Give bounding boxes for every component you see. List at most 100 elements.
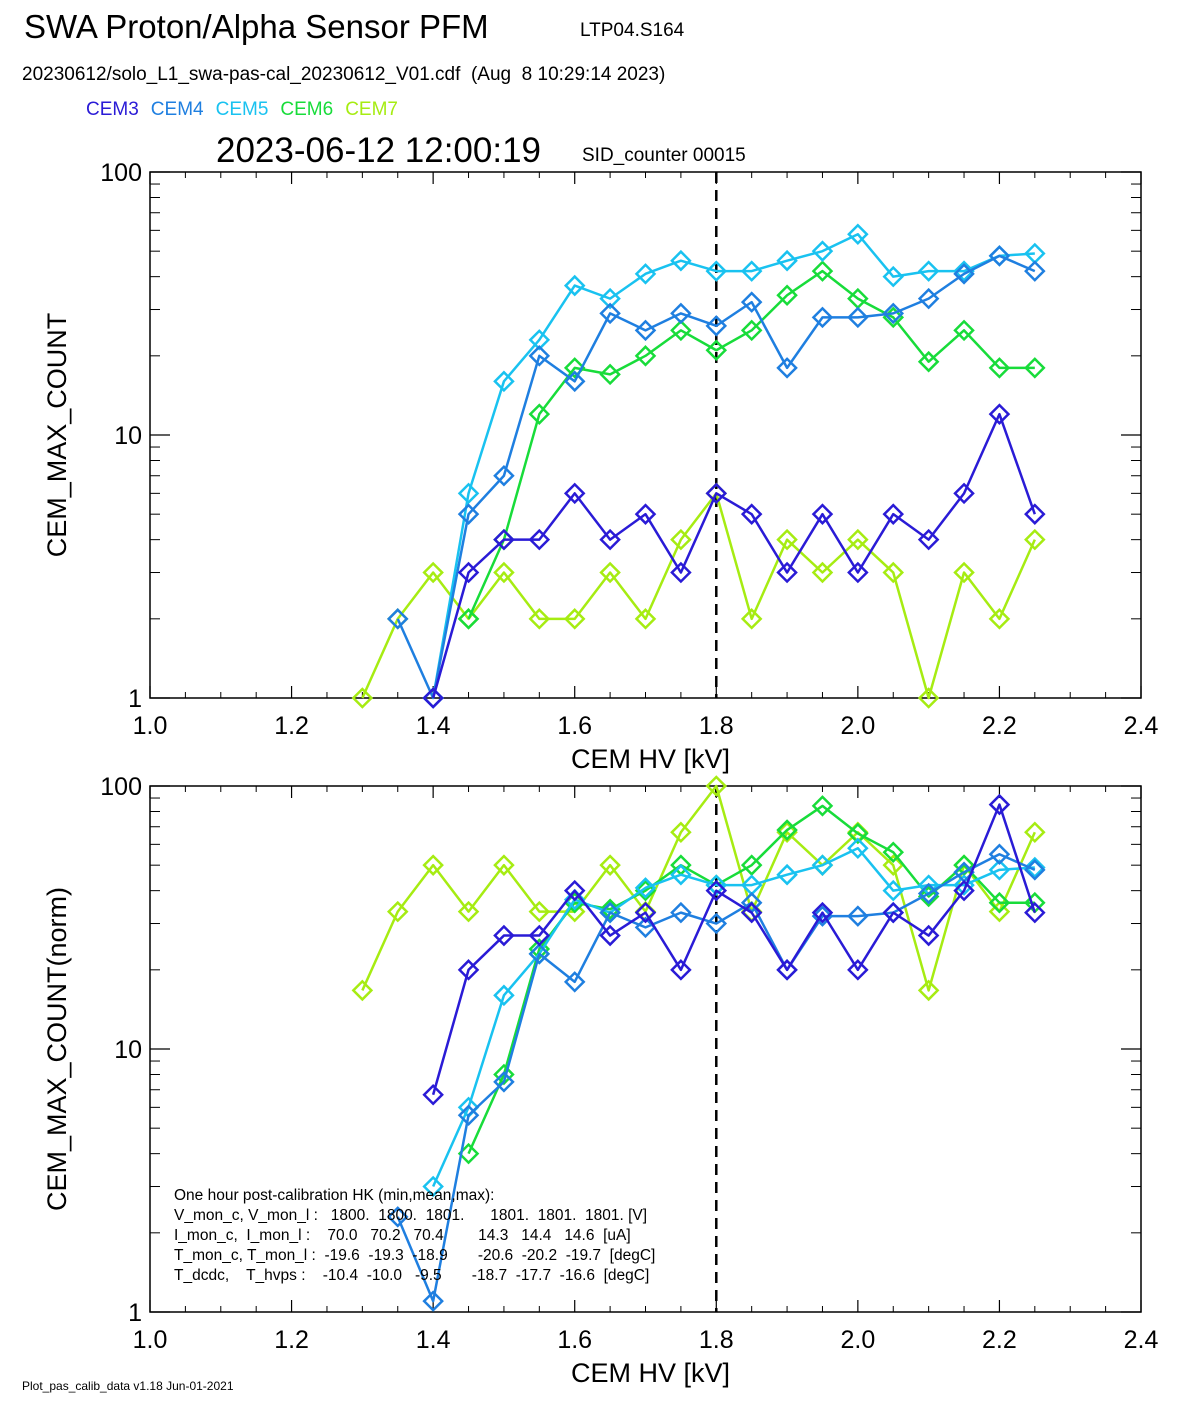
- panel1-data-point-cem7: [599, 561, 621, 584]
- hk-box-line: T_dcdc, T_hvps : -10.4 -10.0 -9.5 -18.7 …: [174, 1267, 649, 1284]
- panel1-data-point-cem3: [776, 561, 798, 584]
- panel1-data-point-cem4: [847, 306, 869, 329]
- panel2-data-point-cem5: [422, 1175, 444, 1198]
- panel1-data-point-cem7: [917, 687, 940, 709]
- hk-box-line: V_mon_c, V_mon_l : 1800. 1800. 1801. 180…: [174, 1207, 647, 1224]
- panel1-data-point-cem7: [351, 687, 374, 709]
- panel2-series-line-cem4: [396, 853, 1036, 1303]
- panel1-data-point-cem5: [847, 223, 869, 245]
- panel1-data-point-cem6: [563, 357, 586, 379]
- panel2-data-point-cem7: [705, 775, 728, 797]
- panel1-series-line-cem7: [361, 492, 1036, 700]
- panel2-y-tick-label: 1: [128, 1299, 142, 1327]
- panel1-data-point-cem5: [670, 249, 692, 272]
- panel2-data-point-cem7: [776, 821, 798, 844]
- panel1-data-point-cem5: [917, 260, 940, 282]
- panel1-data-point-cem3: [670, 561, 692, 584]
- panel2-data-point-cem4: [847, 905, 869, 927]
- panel2-x-tick-label: 2.0: [840, 1326, 875, 1354]
- panel1-data-point-cem6: [953, 319, 975, 342]
- panel1-data-point-cem4: [917, 287, 940, 310]
- panel1-data-point-cem7: [634, 608, 657, 630]
- panel1-data-point-cem6: [988, 357, 1011, 379]
- panel1-data-point-cem3: [457, 561, 480, 584]
- panel2-data-point-cem5: [493, 984, 515, 1007]
- panel2-data-point-cem7: [457, 900, 480, 923]
- panel2-y-tick-label: 10: [114, 1036, 142, 1064]
- panel2-data-point-cem5: [1024, 856, 1046, 879]
- panel1-data-point-cem3: [953, 482, 975, 505]
- panel1-data-point-cem7: [1024, 528, 1046, 551]
- panel1-data-point-cem4: [740, 291, 763, 313]
- panel1-data-point-cem7: [422, 561, 444, 584]
- panel1-data-point-cem6: [740, 319, 763, 342]
- panel1-data-point-cem5: [776, 249, 798, 272]
- panel1-data-point-cem6: [599, 363, 621, 386]
- panel2-data-point-cem3: [599, 924, 621, 947]
- panel2-data-point-cem3: [953, 879, 975, 902]
- panel1-data-point-cem5: [493, 370, 515, 393]
- panel1-data-point-cem7: [493, 561, 515, 584]
- panel1-data-point-cem3: [528, 528, 551, 551]
- panel2-data-point-cem7: [422, 854, 444, 876]
- panel1-data-point-cem4: [953, 263, 975, 285]
- panel1-data-point-cem6: [634, 345, 657, 367]
- panel1-y-tick-label: 100: [100, 159, 142, 187]
- panel1-data-point-cem4: [493, 464, 515, 487]
- panel2-data-point-cem4: [1024, 859, 1046, 881]
- panel2-data-point-cem5: [634, 877, 657, 899]
- panel2-data-point-cem6: [953, 854, 975, 876]
- page-subtitle: LTP04.S164: [580, 20, 685, 41]
- panel2-data-point-cem5: [705, 874, 728, 896]
- panel2-x-tick-label: 1.6: [557, 1326, 592, 1354]
- panel1-data-point-cem4: [563, 370, 586, 393]
- panel1-data-point-cem6: [457, 608, 480, 630]
- panel1-data-point-cem3: [740, 503, 763, 525]
- panel1-data-point-cem3: [1024, 503, 1046, 525]
- panel2-y-tick-label: 100: [100, 773, 142, 801]
- panel1-data-point-cem3: [847, 561, 869, 584]
- panel1-data-point-cem3: [563, 482, 586, 505]
- panel2-data-point-cem7: [599, 854, 621, 876]
- panel2-data-point-cem6: [847, 822, 869, 845]
- panel2-data-point-cem7: [1024, 821, 1046, 844]
- panel1-x-tick-label: 1.8: [699, 712, 734, 740]
- panel1-data-point-cem3: [882, 503, 905, 525]
- panel2-series-line-cem6: [467, 804, 1035, 1155]
- panel1-x-tick-label: 2.4: [1124, 712, 1159, 740]
- panel1-x-tick-label: 1.2: [274, 712, 309, 740]
- panel1-y-tick-label: 1: [128, 685, 142, 713]
- panel2-data-point-cem3: [457, 959, 480, 981]
- panel1-data-point-cem5: [740, 260, 763, 282]
- panel2-data-point-cem5: [670, 863, 692, 886]
- panel2-data-point-cem3: [493, 924, 515, 947]
- footer-version: Plot_pas_calib_data v1.18 Jun-01-2021: [22, 1379, 234, 1393]
- panel1-data-point-cem7: [740, 608, 763, 630]
- panel2-data-point-cem4: [528, 943, 551, 965]
- panel1-data-point-cem3: [705, 482, 728, 505]
- panel2-data-point-cem6: [740, 854, 763, 876]
- panel1-x-tick-label: 1.6: [557, 712, 592, 740]
- panel2-data-point-cem6: [599, 898, 621, 920]
- panel2-data-point-cem3: [563, 879, 586, 902]
- panel1-data-point-cem7: [776, 528, 798, 551]
- panel2-data-point-cem3: [988, 793, 1011, 816]
- panel2-data-point-cem4: [563, 971, 586, 993]
- panel2-data-point-cem3: [882, 901, 905, 924]
- panel2-data-point-cem4: [457, 1104, 480, 1126]
- panel1-data-point-cem4: [457, 503, 480, 525]
- panel1-data-point-cem6: [1024, 357, 1046, 379]
- hk-box-line: T_mon_c, T_mon_l : -19.6 -19.3 -18.9 -20…: [174, 1247, 655, 1264]
- panel1-data-point-cem5: [634, 263, 657, 285]
- panel1-data-point-cem6: [917, 350, 940, 373]
- panel2-data-point-cem3: [740, 901, 763, 924]
- panel1-data-point-cem4: [776, 357, 798, 379]
- panel2-data-point-cem3: [776, 959, 798, 981]
- panel1-data-point-cem4: [1024, 260, 1046, 282]
- panel1-x-axis-label: CEM HV [kV]: [571, 744, 730, 774]
- panel2-data-point-cem5: [953, 874, 975, 896]
- panel2-data-point-cem4: [705, 912, 728, 935]
- panel1-data-point-cem3: [599, 528, 621, 551]
- panel2-data-point-cem4: [917, 882, 940, 905]
- panel2-data-point-cem3: [1024, 901, 1046, 924]
